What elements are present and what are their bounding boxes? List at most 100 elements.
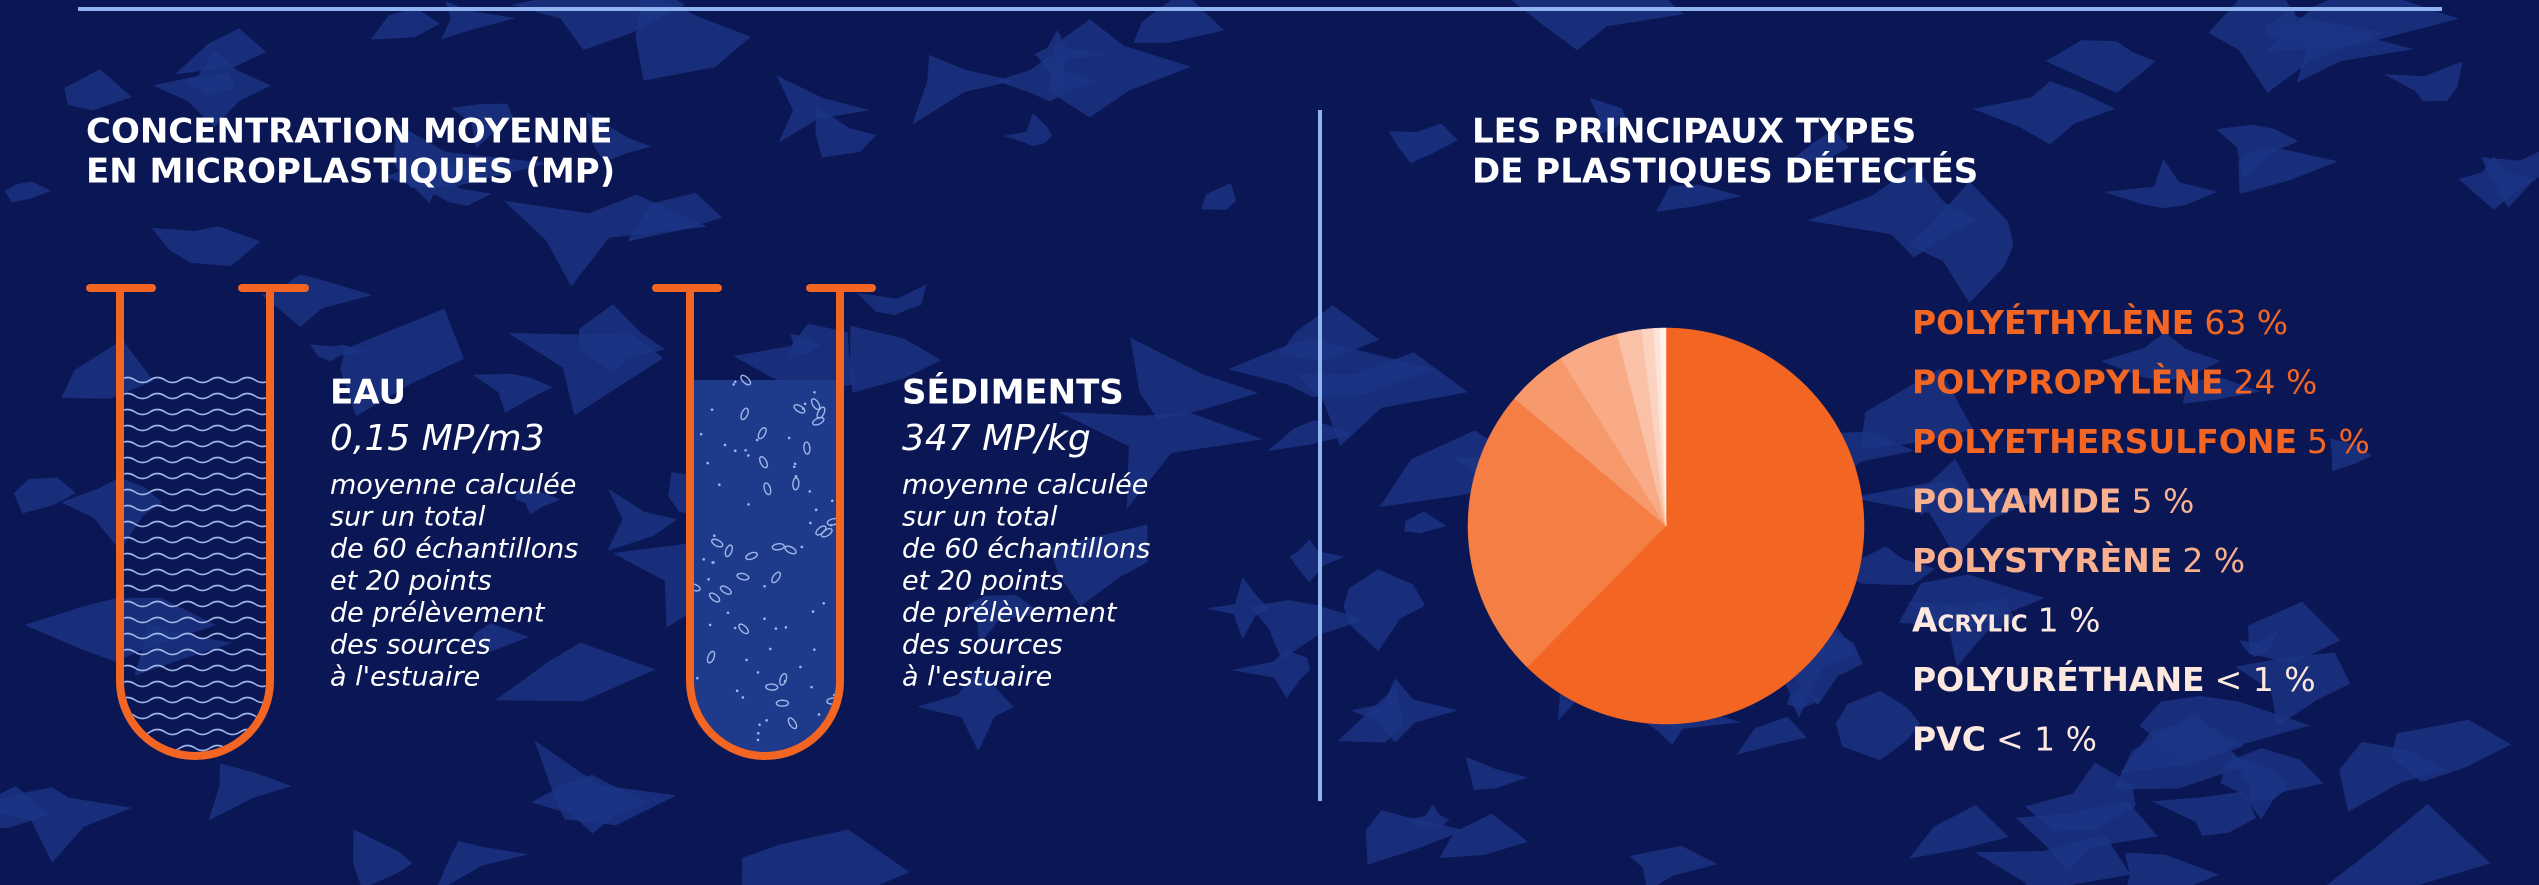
chart-title: LES PRINCIPAUX TYPES [1472, 112, 1916, 152]
particle [804, 402, 807, 405]
wave [120, 698, 285, 703]
sample-description: des sources [902, 630, 1063, 661]
particle [775, 627, 778, 630]
wave [120, 554, 285, 559]
particle [831, 499, 834, 502]
sample-description: de prélèvement [902, 598, 1118, 629]
wave [120, 682, 285, 687]
particle [794, 463, 797, 466]
blob [1736, 717, 1807, 755]
sample-description: des sources [330, 630, 491, 661]
blob [61, 340, 153, 399]
particle [757, 739, 760, 742]
blob [2046, 40, 2156, 93]
blob [607, 489, 677, 551]
blob [1836, 691, 1920, 760]
water-waves [120, 378, 285, 751]
blob [371, 8, 440, 40]
legend-name: Acrylic [1912, 600, 2028, 639]
sample-label: EAU [330, 373, 406, 413]
blob [2104, 159, 2217, 209]
wave [120, 474, 285, 479]
particle [765, 719, 768, 722]
particle [734, 450, 737, 453]
blob [2125, 853, 2219, 885]
section-title: EN MICROPLASTIQUES (MP) [86, 152, 615, 192]
blob [1290, 540, 1344, 583]
sample-value: 347 MP/kg [902, 418, 1091, 459]
blob [441, 1, 515, 40]
blob [1130, 338, 1258, 420]
particle [706, 462, 709, 465]
legend-value: 5 % [2131, 481, 2194, 520]
blob [152, 226, 261, 266]
particle [734, 627, 737, 630]
particle [734, 380, 737, 383]
particle [744, 449, 747, 452]
particle [756, 439, 759, 442]
wave [120, 522, 285, 527]
particle [763, 617, 766, 620]
chart-title: DE PLASTIQUES DÉTECTÉS [1472, 151, 1978, 192]
particle [830, 524, 833, 527]
legend-value: < 1 % [2215, 660, 2316, 699]
particle [747, 454, 750, 457]
particle [718, 483, 721, 486]
blob [1133, 0, 1223, 43]
particle [815, 509, 818, 512]
particle [736, 690, 739, 693]
particle [799, 666, 802, 669]
legend-name: POLYETHERSULFONE [1912, 422, 2297, 461]
particle [732, 383, 735, 386]
particle [745, 659, 748, 662]
particle [702, 558, 705, 561]
page: CONCENTRATION MOYENNEEN MICROPLASTIQUES … [0, 0, 2539, 885]
particle [793, 466, 796, 469]
blob [261, 274, 372, 327]
particle [822, 602, 825, 605]
particle [812, 610, 815, 613]
sample-description: de 60 échantillons [330, 534, 578, 565]
sample-description: sur un total [902, 502, 1058, 533]
sample-description: et 20 points [330, 566, 492, 597]
sample-description: de prélèvement [330, 598, 546, 629]
wave [120, 442, 285, 447]
sample-description: moyenne calculée [902, 470, 1148, 501]
particle [757, 732, 760, 735]
legend-name: POLYURÉTHANE [1912, 659, 2205, 699]
blob [0, 787, 132, 862]
legend-name: PVC [1912, 719, 1986, 758]
particle [742, 696, 745, 699]
particle [769, 648, 772, 651]
particle [813, 391, 816, 394]
infographic: CONCENTRATION MOYENNEEN MICROPLASTIQUES … [0, 0, 2539, 885]
particle [711, 408, 714, 411]
blob [64, 69, 132, 110]
blob [1232, 650, 1311, 698]
blob [5, 182, 51, 203]
legend-name: POLYSTYRÈNE [1912, 540, 2172, 580]
sample-value: 0,15 MP/m3 [330, 418, 544, 459]
particle [809, 522, 812, 525]
blob [1465, 757, 1527, 790]
particle [706, 736, 709, 739]
particle [808, 490, 811, 493]
particle [696, 677, 699, 680]
particle [757, 671, 760, 674]
particle [709, 624, 712, 627]
legend-value: 24 % [2234, 362, 2318, 401]
particle [713, 534, 716, 537]
blob [1909, 805, 2009, 859]
wave [120, 538, 285, 543]
particle [724, 444, 727, 447]
blob [1389, 124, 1458, 164]
legend-entry: POLYURÉTHANE < 1 % [1912, 659, 2316, 699]
sample-description: de 60 échantillons [902, 534, 1150, 565]
particle [711, 561, 714, 564]
sample-description: et 20 points [902, 566, 1064, 597]
particle [758, 723, 761, 726]
